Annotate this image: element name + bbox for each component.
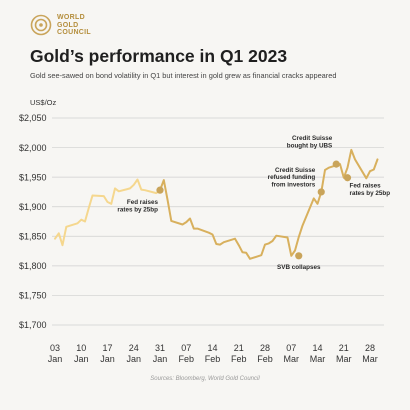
event-marker [156, 186, 164, 194]
y-tick-label: $1,750 [19, 291, 47, 301]
series-line-dark [159, 148, 379, 260]
world-gold-council-logo: WORLD GOLD COUNCIL [30, 14, 127, 37]
event-marker [343, 174, 352, 182]
event-marker [317, 188, 325, 196]
x-tick-day: 03 [50, 343, 60, 353]
x-tick-day: 21 [339, 343, 349, 353]
y-tick-label: $1,850 [19, 231, 47, 241]
logo-line-1: WORLD [57, 14, 85, 21]
x-tick-day: 07 [286, 343, 296, 353]
x-tick-month: Mar [284, 354, 300, 364]
event-annotation-line: Credit Suisse [292, 135, 333, 142]
x-tick-month: Mar [310, 354, 326, 364]
y-tick-label: $1,900 [19, 202, 47, 212]
x-tick-day: 14 [312, 343, 322, 353]
x-tick-month: Feb [231, 354, 247, 364]
x-tick-day: 31 [155, 343, 165, 353]
event-marker [295, 252, 303, 260]
event-annotation: SVB collapses [277, 264, 321, 271]
x-tick-month: Jan [153, 354, 168, 364]
chart-title: Gold’s performance in Q1 2023 [30, 46, 288, 66]
chart-subtitle: Gold see-sawed on bond volatility in Q1 … [30, 71, 337, 80]
x-tick-day: 14 [207, 343, 217, 353]
wgc-emblem-icon [30, 14, 52, 36]
logo-line-3: COUNCIL [57, 29, 91, 36]
event-annotation-line: rates by 25bp [350, 190, 391, 197]
x-tick-month: Jan [126, 354, 141, 364]
x-tick-month: Feb [257, 354, 273, 364]
x-tick-month: Mar [336, 354, 352, 364]
x-tick-month: Jan [100, 354, 115, 364]
event-annotation-line: rates by 25bp [117, 206, 158, 213]
y-tick-label: $1,950 [19, 172, 47, 182]
x-tick-month: Jan [74, 354, 89, 364]
y-tick-label: $2,000 [19, 143, 47, 153]
y-tick-label: $1,800 [19, 261, 47, 271]
source-note: Sources: Bloomberg, World Gold Council [150, 376, 260, 382]
event-annotation-line: bought by UBS [287, 142, 332, 149]
x-tick-day: 28 [260, 343, 270, 353]
event-annotation-line: Credit Suisse [275, 167, 316, 174]
x-tick-day: 07 [181, 343, 191, 353]
x-tick-month: Feb [205, 354, 221, 364]
event-annotation-line: Fed raises [127, 199, 159, 206]
y-axis-unit: US$/Oz [30, 98, 57, 107]
logo-text: WORLD GOLD COUNCIL [57, 14, 127, 37]
event-annotation: Credit Suisse bought by UBS [287, 135, 333, 149]
event-annotation-line: SVB collapses [277, 264, 321, 271]
event-annotation: Credit Suisse refused funding from investo… [268, 167, 316, 188]
logo-line-2: GOLD [57, 21, 79, 29]
x-tick-day: 10 [76, 343, 86, 353]
event-annotation: Fed raises rates by 25bp [117, 199, 158, 213]
x-tick-month: Feb [178, 354, 194, 364]
x-tick-day: 17 [102, 343, 112, 353]
series-line-light [54, 178, 161, 247]
x-tick-month: Jan [48, 354, 63, 364]
y-tick-label: $1,700 [19, 320, 47, 330]
event-annotation-line: refused funding [268, 174, 316, 181]
x-tick-day: 21 [234, 343, 244, 353]
event-annotation: Fed raises rates by 25bp [350, 183, 391, 197]
event-annotation-line: from investors [272, 181, 316, 188]
x-tick-day: 28 [365, 343, 375, 353]
event-annotation-line: Fed raises [350, 183, 382, 190]
x-tick-month: Mar [362, 354, 378, 364]
event-marker [332, 160, 340, 168]
y-tick-label: $2,050 [19, 113, 47, 123]
x-tick-day: 24 [129, 343, 139, 353]
